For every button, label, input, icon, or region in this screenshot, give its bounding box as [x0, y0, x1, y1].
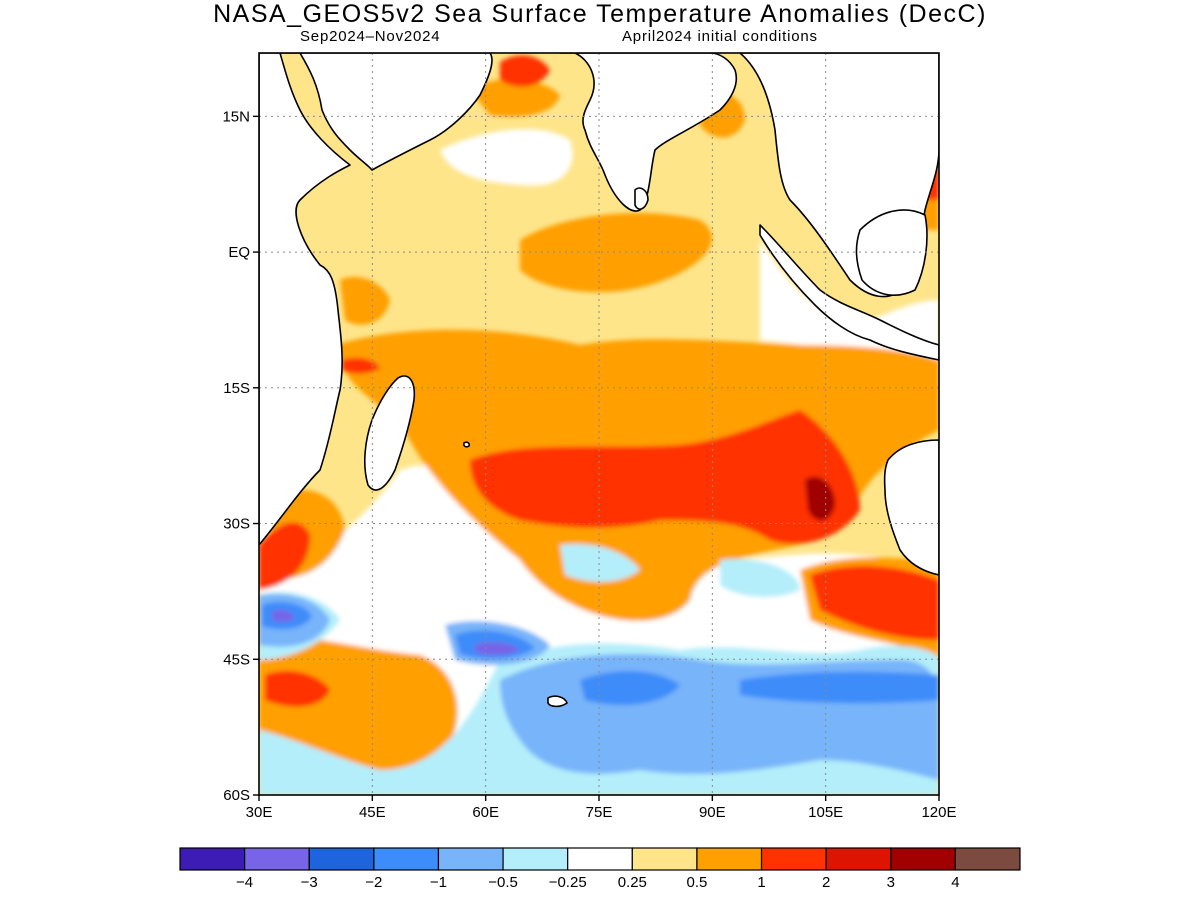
lon-tick-label-2: 60E — [472, 804, 499, 821]
colorbar-label-10: 3 — [887, 874, 895, 891]
neutral-zone-arabian-sea — [440, 129, 573, 186]
lat-tick-label-1: EQ — [228, 244, 250, 261]
colorbar-swatch-6 — [567, 847, 633, 871]
anomaly-strong-negative-southeast — [740, 671, 939, 704]
landmass-kerguelen — [547, 695, 568, 708]
colorbar-label-7: 0.5 — [686, 874, 707, 891]
anomaly-strong-positive-east — [810, 565, 939, 640]
lat-tick-label-5: 60S — [223, 787, 250, 804]
landmass-australia — [883, 439, 939, 576]
colorbar-swatch-1 — [244, 847, 310, 871]
colorbar-label-0: −4 — [236, 874, 253, 891]
continent-outlines — [259, 53, 939, 708]
colorbar-swatch-2 — [308, 847, 375, 871]
landmass-sri-lanka — [634, 187, 649, 210]
anomaly-strong-positive-arabian-coast — [500, 55, 550, 87]
lat-tick-label-3: 30S — [223, 516, 250, 533]
lon-tick-label-6: 120E — [921, 804, 956, 821]
colorbar-swatch-4 — [437, 847, 504, 871]
colorbar-label-5: −0.25 — [549, 874, 587, 891]
anomaly-moderate-positive-west-equatorial — [340, 276, 390, 325]
longitude-axis: 30E 45E 60E 75E 90E 105E 120E — [246, 795, 957, 821]
lat-tick-label-2: 15S — [223, 380, 250, 397]
anomaly-very-strong-negative-core-west — [272, 610, 295, 622]
colorbar-swatch-11 — [890, 847, 956, 871]
colorbar-swatch-7 — [631, 847, 698, 871]
initial-conditions-label: April2024 initial conditions — [622, 28, 818, 45]
landmass-madagascar — [364, 375, 416, 491]
anomaly-strong-positive-mozambique — [259, 522, 310, 590]
latitude-axis: 15N EQ 15S 30S 45S 60S — [222, 108, 259, 804]
colorbar-label-3: −1 — [430, 874, 447, 891]
colorbar-swatch-12 — [954, 847, 1021, 871]
lon-tick-label-0: 30E — [246, 804, 273, 821]
landmass-sumatra-java — [759, 224, 939, 361]
colorbar-swatch-8 — [696, 847, 763, 871]
anomaly-very-strong-positive-core-east — [805, 476, 835, 521]
colorbar-swatch-9 — [760, 847, 827, 871]
lon-tick-label-4: 90E — [699, 804, 726, 821]
colorbar-label-1: −3 — [301, 874, 318, 891]
colorbar-swatch-5 — [502, 847, 569, 871]
colorbar: −4 −3 −2 −1 −0.5 −0.25 0.25 0.5 1 2 3 4 — [179, 847, 1021, 891]
colorbar-label-9: 2 — [822, 874, 830, 891]
colorbar-label-2: −2 — [365, 874, 382, 891]
anomaly-moderate-positive-equatorial — [520, 212, 712, 293]
lat-tick-label-4: 45S — [223, 651, 250, 668]
colorbar-label-4: −0.5 — [488, 874, 518, 891]
anomaly-weak-negative-kerguelen — [560, 544, 640, 582]
lon-tick-label-5: 105E — [808, 804, 843, 821]
anomaly-moderate-positive-arabian-sea — [470, 79, 560, 117]
forecast-period: Sep2024–Nov2024 — [300, 28, 441, 45]
anomaly-strong-positive-central — [470, 410, 860, 544]
anomaly-very-strong-negative-core-central — [475, 642, 520, 655]
lon-tick-label-1: 45E — [359, 804, 386, 821]
lon-tick-label-3: 75E — [586, 804, 613, 821]
colorbar-label-11: 4 — [951, 874, 959, 891]
colorbar-swatch-3 — [373, 847, 440, 871]
landmass-africa-arabia — [259, 53, 493, 546]
colorbar-label-6: 0.25 — [618, 874, 647, 891]
anomaly-moderate-positive-southwest — [259, 637, 458, 779]
colorbar-label-8: 1 — [757, 874, 765, 891]
anomaly-strong-positive-madagascar — [342, 357, 380, 374]
landmass-mauritius — [463, 441, 470, 448]
colorbar-swatch-0 — [179, 847, 246, 871]
anomaly-strong-negative-south-center — [580, 670, 680, 705]
anomaly-weak-negative-southeast — [720, 559, 800, 597]
lat-tick-label-0: 15N — [222, 108, 250, 125]
colorbar-swatch-10 — [825, 847, 892, 871]
anomaly-strong-positive-southwest — [265, 670, 330, 707]
graticule-grid — [259, 53, 939, 795]
landmass-borneo — [855, 209, 928, 296]
chart-title: NASA_GEOS5v2 Sea Surface Temperature Ano… — [213, 0, 987, 28]
landmass-india — [559, 53, 738, 212]
